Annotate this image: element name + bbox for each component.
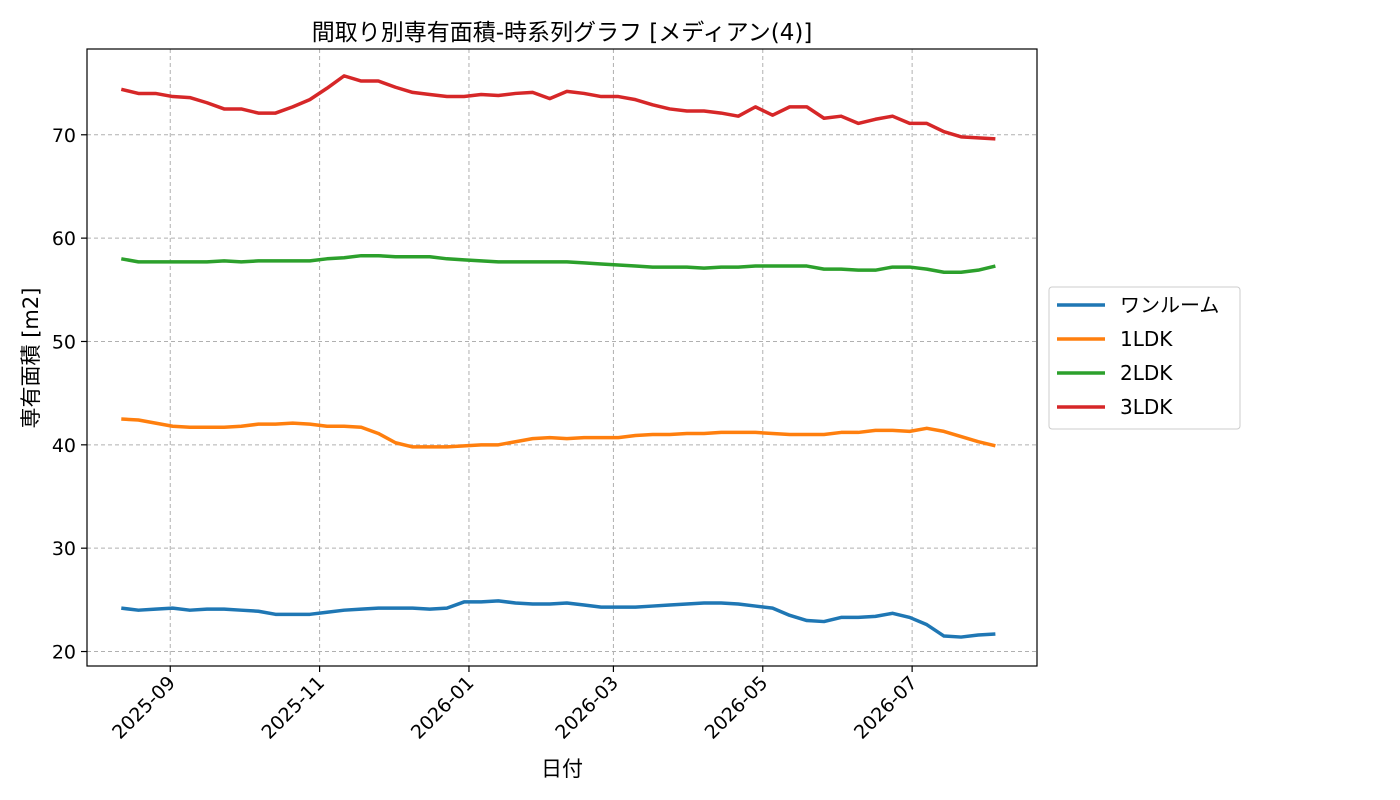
x-tick-label: 2025-11: [257, 672, 329, 744]
legend-label: 2LDK: [1120, 361, 1173, 385]
series-line-3: [120, 74, 996, 141]
legend-label: 3LDK: [1120, 395, 1173, 419]
legend: ワンルーム 1LDK 2LDK 3LDK: [1048, 286, 1241, 430]
x-axis-label: 日付: [541, 757, 583, 781]
series-line-0: [121, 599, 996, 639]
y-tick-label: 70: [52, 125, 76, 147]
x-tick-label: 2026-05: [701, 672, 773, 744]
series-line-1: [121, 417, 996, 449]
plot-frame: [86, 48, 1038, 667]
legend-label: ワンルーム: [1120, 293, 1219, 317]
y-tick-label: 50: [52, 331, 76, 353]
x-tick-label: 2026-01: [407, 672, 479, 744]
legend-label: 1LDK: [1120, 327, 1173, 351]
y-tick-label: 20: [52, 642, 76, 664]
x-tick-label: 2026-03: [551, 672, 623, 744]
y-tick-label: 30: [52, 538, 76, 560]
chart-title: 間取り別専有面積-時系列グラフ [メディアン(4)]: [312, 20, 813, 46]
series-lines: [120, 74, 996, 639]
y-tick-label: 60: [52, 228, 76, 250]
y-axis-label: 専有面積 [m2]: [19, 288, 43, 429]
legend-box: [1048, 286, 1241, 430]
y-tick-label: 40: [52, 435, 76, 457]
x-tick-label: 2026-07: [850, 672, 922, 744]
x-tick-label: 2025-09: [108, 672, 180, 744]
series-line-2: [120, 253, 996, 274]
grid: [87, 49, 1037, 666]
x-axis: 2025-09 2025-11 2026-01 2026-03 2026-05 2026-…: [108, 666, 922, 744]
y-axis: 20 30 40 50 60 70: [52, 125, 87, 664]
